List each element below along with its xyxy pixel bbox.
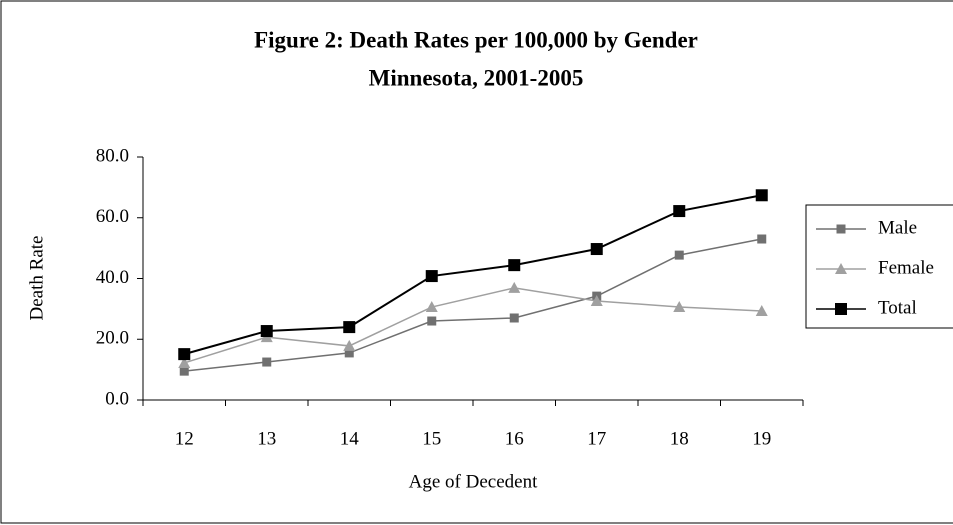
y-tick-label: 20.0 (96, 328, 129, 349)
series-line (184, 287, 762, 364)
data-point (757, 234, 767, 244)
x-tick-label: 16 (505, 428, 524, 449)
data-point (425, 301, 438, 313)
y-axis-label: Death Rate (26, 236, 47, 321)
data-point (590, 294, 603, 306)
legend-marker (836, 224, 846, 234)
legend-box (805, 204, 953, 329)
y-tick-label: 40.0 (96, 267, 129, 288)
data-point (262, 357, 272, 367)
data-point (179, 366, 189, 376)
legend-marker (835, 303, 847, 315)
y-tick-label: 80.0 (96, 145, 129, 166)
y-tick-label: 0.0 (105, 388, 129, 409)
x-tick-label: 18 (670, 428, 689, 449)
data-point (590, 243, 603, 256)
data-point (343, 339, 356, 351)
data-point (343, 321, 356, 334)
data-point (509, 313, 519, 323)
data-point (425, 270, 438, 283)
data-point (755, 189, 768, 202)
data-point (178, 356, 191, 368)
series-line (184, 238, 762, 372)
legend-label: Female (878, 257, 934, 278)
x-tick-label: 17 (587, 428, 606, 449)
data-point (427, 316, 437, 326)
data-point (673, 301, 686, 313)
data-point (508, 281, 521, 293)
legend-label: Total (878, 297, 917, 318)
data-point (755, 305, 768, 317)
y-tick-label: 60.0 (96, 206, 129, 227)
data-point (508, 259, 521, 272)
data-point (674, 250, 684, 260)
x-tick-label: 19 (752, 428, 771, 449)
data-point (178, 348, 191, 361)
chart-subtitle: Minnesota, 2001-2005 (369, 65, 584, 90)
data-point (344, 348, 354, 358)
x-tick-label: 15 (422, 428, 441, 449)
x-tick-label: 12 (175, 428, 194, 449)
x-axis-label: Age of Decedent (409, 471, 538, 492)
legend-marker (835, 263, 847, 274)
x-tick-label: 13 (257, 428, 276, 449)
series-line (183, 194, 762, 356)
x-tick-label: 14 (340, 428, 360, 449)
chart-title: Figure 2: Death Rates per 100,000 by Gen… (254, 27, 698, 52)
data-point (673, 205, 686, 218)
data-point (260, 325, 273, 338)
legend-label: Male (878, 217, 917, 238)
